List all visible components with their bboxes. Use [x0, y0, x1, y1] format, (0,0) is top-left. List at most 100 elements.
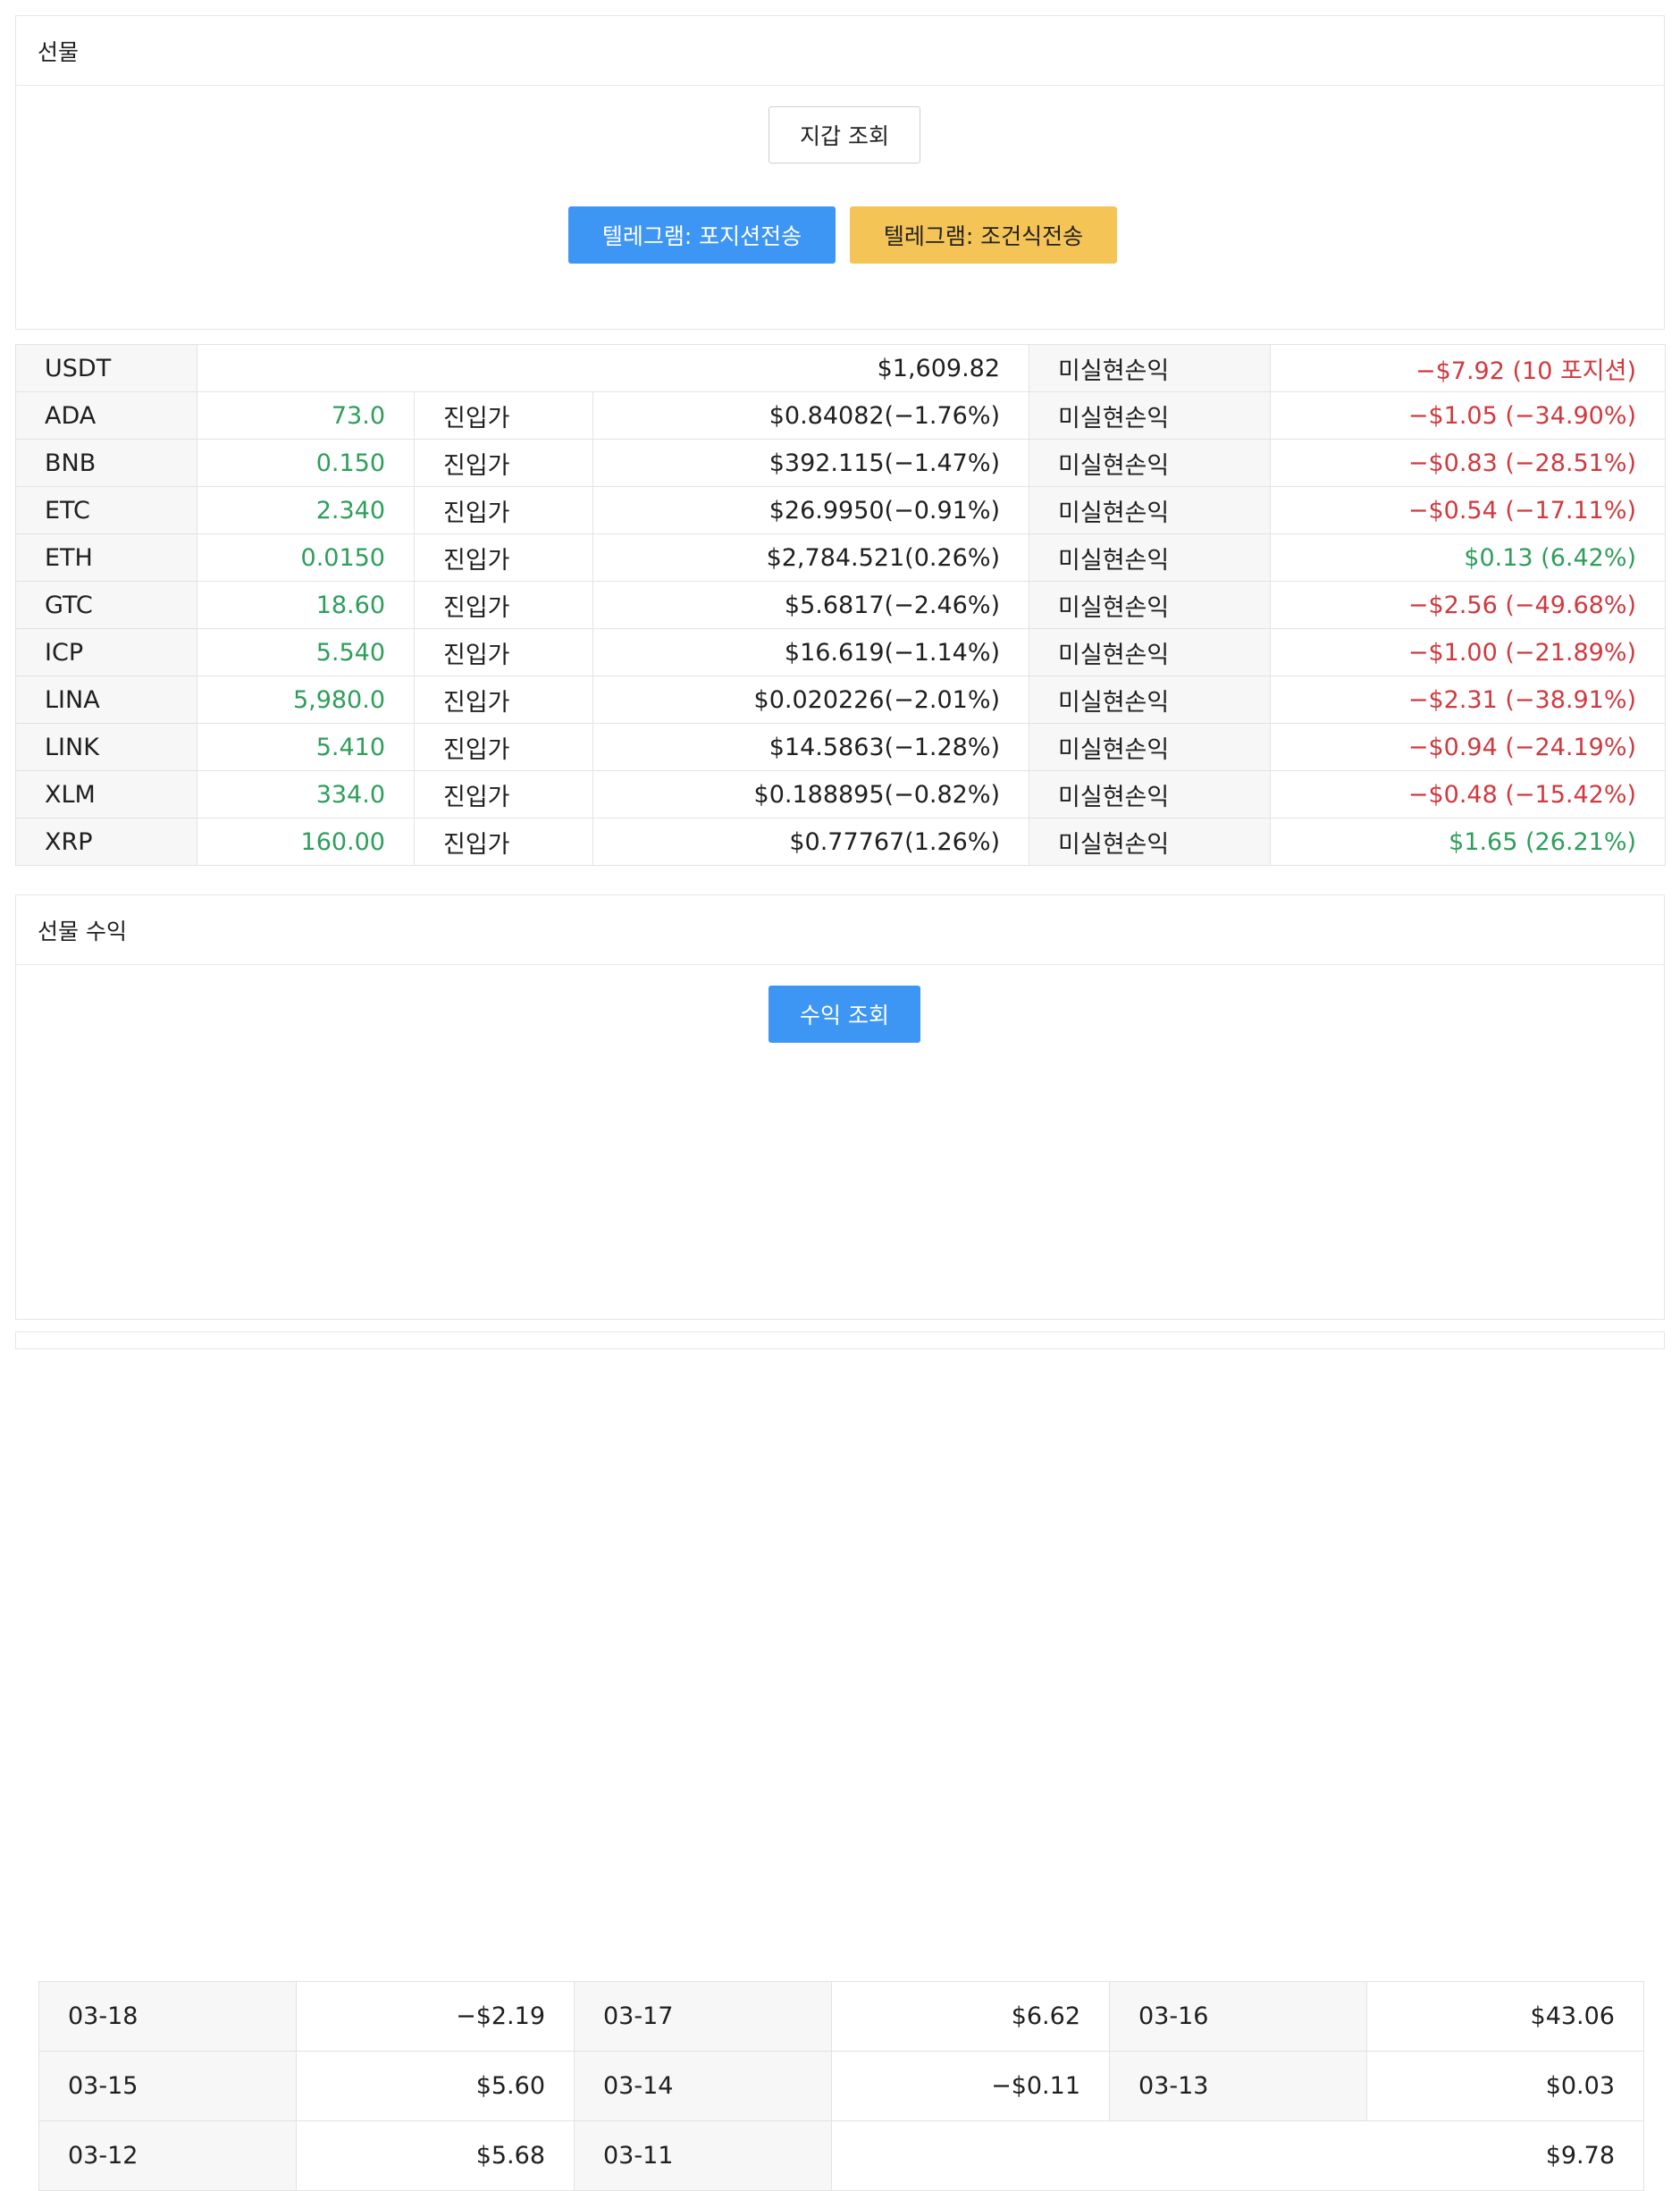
profit-date: 03-12: [38, 2120, 297, 2191]
profit-value: −$2.19: [296, 1981, 575, 2052]
unrealized-pnl-label: 미실현손익: [1029, 486, 1272, 534]
entry-price: $0.188895(−0.82%): [592, 770, 1030, 818]
unrealized-pnl-label: 미실현손익: [1029, 818, 1272, 866]
unrealized-pnl: −$0.54 (−17.11%): [1270, 486, 1667, 534]
usdt-row: USDT $1,609.82 미실현손익 −$7.92 (10 포지션): [15, 344, 1667, 392]
entry-price: $16.619(−1.14%): [592, 628, 1030, 676]
profit-date: 03-11: [574, 2120, 832, 2191]
position-symbol: LINA: [15, 676, 197, 724]
entry-price-label: 진입가: [414, 486, 593, 534]
position-quantity: 334.0: [197, 770, 415, 818]
position-row: GTC 18.60 진입가 $5.6817(−2.46%) 미실현손익 −$2.56 (−…: [15, 581, 1667, 629]
unrealized-pnl: −$2.31 (−38.91%): [1270, 676, 1667, 724]
entry-price-label: 진입가: [414, 770, 593, 818]
profit-row: 03-18 −$2.19 03-17 $6.62 03-16 $43.06: [38, 1981, 1644, 2052]
position-quantity: 2.340: [197, 486, 415, 534]
entry-price-label: 진입가: [414, 439, 593, 487]
usdt-pnl: −$7.92 (10 포지션): [1270, 344, 1667, 392]
futures-card: 선물 지갑 조회 텔레그램: 포지션전송 텔레그램: 조건식전송: [15, 15, 1665, 330]
profit-row: 03-15 $5.60 03-14 −$0.11 03-13 $0.03: [38, 2051, 1644, 2121]
position-quantity: 5.410: [197, 723, 415, 771]
position-quantity: 0.150: [197, 439, 415, 487]
profit-date: 03-16: [1109, 1981, 1367, 2052]
futures-profit-header: 선물 수익: [16, 895, 1664, 965]
profit-value: −$0.11: [831, 2051, 1110, 2121]
unrealized-pnl-label: 미실현손익: [1029, 723, 1272, 771]
futures-title: 선물: [38, 38, 80, 65]
profit-value: $5.68: [296, 2120, 575, 2191]
futures-profit-card: 선물 수익 수익 조회 03-18 −$2.19 03-17 $6.62 03-16 $4…: [15, 894, 1665, 2191]
position-row: LINA 5,980.0 진입가 $0.020226(−2.01%) 미실현손익 −$2.…: [15, 676, 1667, 724]
position-quantity: 160.00: [197, 818, 415, 866]
position-row: BNB 0.150 진입가 $392.115(−1.47%) 미실현손익 −$0.83 (…: [15, 439, 1667, 487]
unrealized-pnl: −$0.48 (−15.42%): [1270, 770, 1667, 818]
profit-table: 03-18 −$2.19 03-17 $6.62 03-16 $43.06 03-15 $5.…: [38, 1981, 1644, 2191]
position-symbol: ETH: [15, 533, 197, 582]
unrealized-pnl-label: 미실현손익: [1029, 533, 1272, 582]
profit-value: $5.60: [296, 2051, 575, 2121]
position-quantity: 18.60: [197, 581, 415, 629]
telegram-position-button[interactable]: 텔레그램: 포지션전송: [568, 206, 836, 264]
usdt-balance: $1,609.82: [196, 344, 1030, 392]
position-row: ETC 2.340 진입가 $26.9950(−0.91%) 미실현손익 −$0.54 (…: [15, 486, 1667, 534]
telegram-condition-button[interactable]: 텔레그램: 조건식전송: [850, 206, 1117, 264]
entry-price-label: 진입가: [414, 723, 593, 771]
entry-price-label: 진입가: [414, 676, 593, 724]
unrealized-pnl: −$0.83 (−28.51%): [1270, 439, 1667, 487]
unrealized-pnl-label: 미실현손익: [1029, 770, 1272, 818]
entry-price: $0.77767(1.26%): [592, 818, 1030, 866]
entry-price: $0.84082(−1.76%): [592, 391, 1030, 440]
position-symbol: XRP: [15, 818, 197, 866]
profit-row: 03-12 $5.68 03-11 $9.78: [38, 2120, 1644, 2191]
unrealized-pnl-label: 미실현손익: [1029, 581, 1272, 629]
position-symbol: ICP: [15, 628, 197, 676]
profit-date: 03-14: [574, 2051, 832, 2121]
entry-price: $14.5863(−1.28%): [592, 723, 1030, 771]
positions-table: USDT $1,609.82 미실현손익 −$7.92 (10 포지션) ADA…: [15, 344, 1667, 866]
usdt-pnl-label: 미실현손익: [1029, 344, 1272, 392]
unrealized-pnl: −$2.56 (−49.68%): [1270, 581, 1667, 629]
next-card-edge: [15, 1331, 1665, 1349]
wallet-query-button[interactable]: 지갑 조회: [769, 106, 920, 164]
futures-header: 선물: [16, 16, 1664, 86]
position-symbol: LINK: [15, 723, 197, 771]
profit-query-button[interactable]: 수익 조회: [769, 986, 920, 1043]
position-symbol: GTC: [15, 581, 197, 629]
entry-price-label: 진입가: [414, 581, 593, 629]
position-row: XRP 160.00 진입가 $0.77767(1.26%) 미실현손익 $1.65 (2…: [15, 818, 1667, 866]
profit-value: $9.78: [831, 2120, 1644, 2191]
entry-price: $392.115(−1.47%): [592, 439, 1030, 487]
profit-date: 03-18: [38, 1981, 297, 2052]
profit-date: 03-13: [1109, 2051, 1367, 2121]
position-quantity: 5.540: [197, 628, 415, 676]
profit-date: 03-17: [574, 1981, 832, 2052]
entry-price: $2,784.521(0.26%): [592, 533, 1030, 582]
position-quantity: 73.0: [197, 391, 415, 440]
futures-profit-title: 선물 수익: [38, 918, 127, 944]
unrealized-pnl: −$1.05 (−34.90%): [1270, 391, 1667, 440]
profit-value: $43.06: [1366, 1981, 1644, 2052]
position-quantity: 0.0150: [197, 533, 415, 582]
entry-price: $5.6817(−2.46%): [592, 581, 1030, 629]
unrealized-pnl: −$0.94 (−24.19%): [1270, 723, 1667, 771]
entry-price-label: 진입가: [414, 533, 593, 582]
entry-price-label: 진입가: [414, 391, 593, 440]
unrealized-pnl-label: 미실현손익: [1029, 391, 1272, 440]
unrealized-pnl: $1.65 (26.21%): [1270, 818, 1667, 866]
position-symbol: BNB: [15, 439, 197, 487]
entry-price-label: 진입가: [414, 628, 593, 676]
position-row: ADA 73.0 진입가 $0.84082(−1.76%) 미실현손익 −$1.05 (−…: [15, 391, 1667, 440]
position-row: ICP 5.540 진입가 $16.619(−1.14%) 미실현손익 −$1.00 (−…: [15, 628, 1667, 676]
unrealized-pnl-label: 미실현손익: [1029, 676, 1272, 724]
position-symbol: ETC: [15, 486, 197, 534]
unrealized-pnl: −$1.00 (−21.89%): [1270, 628, 1667, 676]
position-symbol: XLM: [15, 770, 197, 818]
entry-price: $26.9950(−0.91%): [592, 486, 1030, 534]
entry-price: $0.020226(−2.01%): [592, 676, 1030, 724]
position-row: XLM 334.0 진입가 $0.188895(−0.82%) 미실현손익 −$0.48 …: [15, 770, 1667, 818]
profit-value: $0.03: [1366, 2051, 1644, 2121]
profit-date: 03-15: [38, 2051, 297, 2121]
position-symbol: ADA: [15, 391, 197, 440]
position-quantity: 5,980.0: [197, 676, 415, 724]
position-row: ETH 0.0150 진입가 $2,784.521(0.26%) 미실현손익 $0.13 …: [15, 533, 1667, 582]
